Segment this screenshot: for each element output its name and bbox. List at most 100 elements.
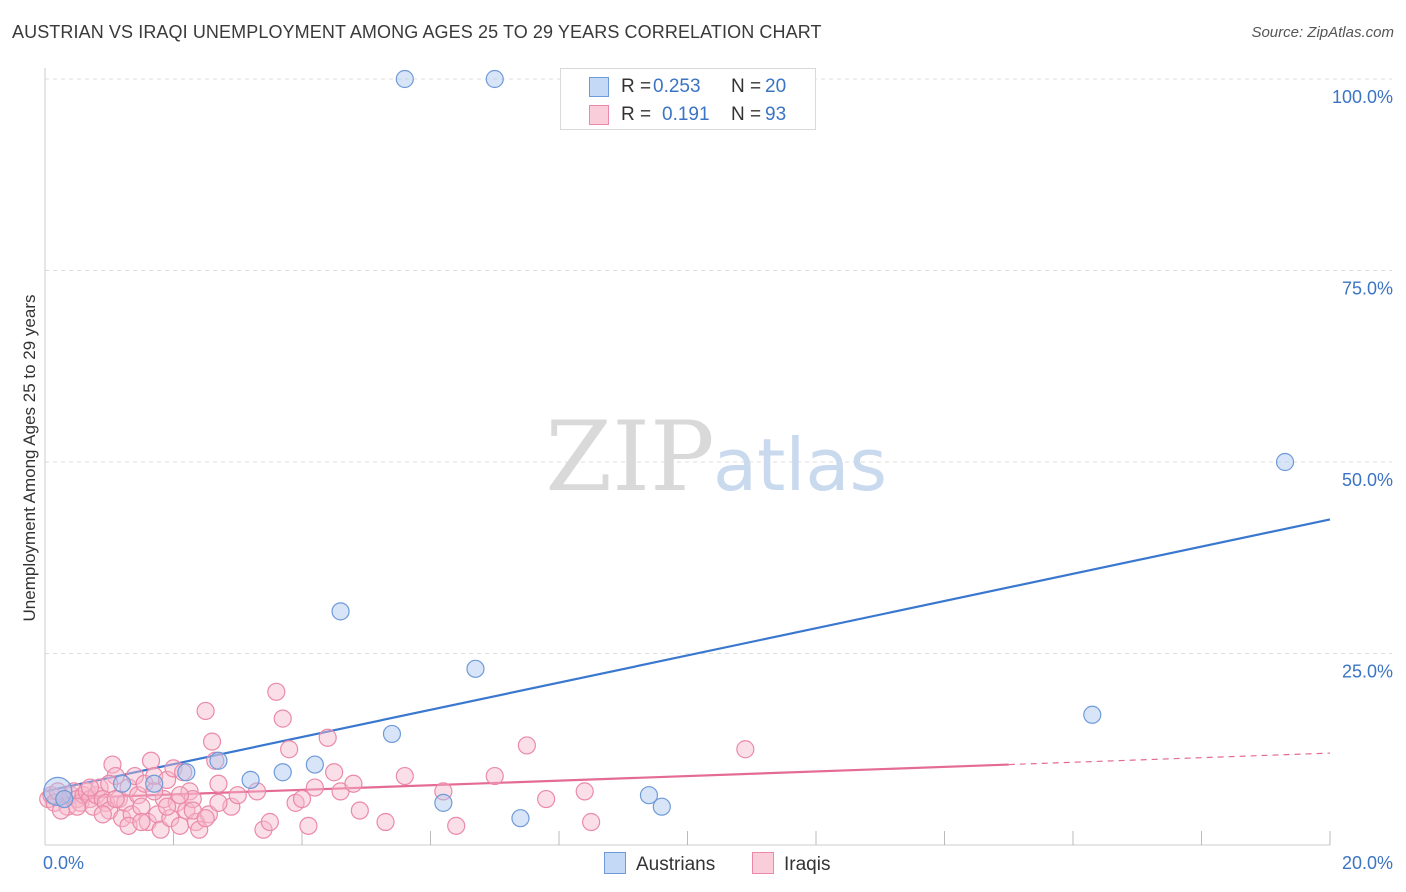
y-axis-label: Unemployment Among Ages 25 to 29 years xyxy=(20,295,39,622)
iraqi-point xyxy=(157,797,177,816)
austrians-swatch xyxy=(604,852,626,874)
iraqi-point xyxy=(135,774,154,793)
iraqi-point xyxy=(145,782,164,801)
austrian-point xyxy=(305,755,324,774)
iraqi-point xyxy=(161,809,180,828)
n-label: N = xyxy=(731,104,762,125)
iraqis-swatch xyxy=(589,105,609,125)
tick-labels: 100.0% 75.0% 50.0% 25.0% 0.0% 20.0% xyxy=(43,87,1393,873)
legend-item-austrians[interactable]: Austrians xyxy=(604,852,715,876)
legend-item-iraqis[interactable]: Iraqis xyxy=(752,852,830,876)
source-label: Source: ZipAtlas.com xyxy=(1251,24,1394,41)
iraqi-point xyxy=(106,789,125,809)
chart-title: AUSTRIAN VS IRAQI UNEMPLOYMENT AMONG AGE… xyxy=(12,22,822,42)
iraqi-point xyxy=(305,778,324,797)
iraqi-point xyxy=(196,701,215,721)
iraqi-point xyxy=(395,766,414,786)
axes xyxy=(44,68,1331,846)
watermark: ZIP atlas xyxy=(545,401,887,513)
iraqi-point xyxy=(122,805,141,824)
austrian-point xyxy=(395,69,414,89)
iraqi-point xyxy=(100,774,119,793)
austrian-point xyxy=(466,659,485,678)
legend-row-austrians: R = 0.253 N = 20 xyxy=(561,73,815,101)
iraqi-point xyxy=(103,755,122,774)
austrian-point xyxy=(639,786,659,805)
n-label: N = xyxy=(731,76,762,97)
iraqi-point xyxy=(80,778,100,797)
austrian-point xyxy=(241,770,260,789)
series-legend: Austrians Iraqis xyxy=(0,852,1406,878)
austrian-point xyxy=(177,763,196,782)
iraqi-point xyxy=(93,805,112,824)
iraqi-point xyxy=(209,793,228,812)
austrians-swatch xyxy=(589,77,609,97)
n-value: 93 xyxy=(765,104,787,125)
iraqi-point xyxy=(196,809,215,828)
iraqi-point xyxy=(736,740,755,759)
iraqi-point xyxy=(90,778,109,797)
iraqi-point xyxy=(575,782,594,801)
legend-label-iraqis: Iraqis xyxy=(784,854,831,875)
x-tick-label: 20.0% xyxy=(1342,853,1393,873)
y-tick-label: 50.0% xyxy=(1342,470,1393,490)
iraqi-point xyxy=(267,682,286,701)
austrian-point xyxy=(273,763,292,782)
iraqis-trend-line xyxy=(44,763,1009,801)
y-tick-label: 75.0% xyxy=(1342,279,1393,299)
gridlines xyxy=(45,78,1392,654)
iraqi-point xyxy=(376,812,395,832)
austrian-point xyxy=(511,809,530,828)
iraqi-point xyxy=(228,786,247,805)
iraqi-point xyxy=(537,789,556,809)
iraqi-point xyxy=(292,789,312,809)
austrian-point xyxy=(145,774,164,793)
austrian-point xyxy=(485,69,504,89)
iraqi-point xyxy=(485,766,504,786)
r-value: 0.191 xyxy=(662,104,710,125)
y-tick-label: 25.0% xyxy=(1342,662,1393,682)
y-tick-label: 100.0% xyxy=(1332,87,1393,107)
n-value: 20 xyxy=(765,76,787,97)
iraqi-point xyxy=(170,786,190,805)
iraqi-point xyxy=(132,812,151,832)
iraqi-point xyxy=(132,797,151,816)
austrian-point xyxy=(331,602,350,621)
iraqi-point xyxy=(273,709,292,728)
iraqi-point xyxy=(202,732,222,751)
iraqi-point xyxy=(350,801,369,820)
austrian-point xyxy=(434,793,453,812)
austrian-point xyxy=(1083,705,1102,724)
austrian-point xyxy=(209,751,228,770)
iraqi-point xyxy=(517,736,536,755)
austrian-point xyxy=(112,774,132,793)
r-label: R = xyxy=(621,104,652,125)
legend-label-austrians: Austrians xyxy=(636,854,716,875)
iraqi-point xyxy=(325,763,344,782)
legend-row-iraqis: R = 0.191 N = 93 xyxy=(561,101,815,129)
austrian-point xyxy=(55,789,74,809)
iraqi-point xyxy=(260,812,279,832)
austrian-point xyxy=(382,724,402,744)
x-tick-label: 0.0% xyxy=(43,853,84,873)
iraqi-point xyxy=(344,774,363,793)
trend-lines xyxy=(44,518,1331,801)
watermark-atlas: atlas xyxy=(713,423,887,507)
r-label: R = xyxy=(621,76,652,97)
austrians-trend-line xyxy=(44,518,1331,793)
iraqi-point xyxy=(141,751,161,770)
correlation-legend: R = 0.253 N = 20 R = 0.191 N = 93 xyxy=(560,68,816,130)
iraqi-point xyxy=(318,728,337,747)
iraqi-point xyxy=(299,816,318,835)
iraqi-point xyxy=(170,816,190,835)
data-points xyxy=(39,69,1295,839)
iraqi-point xyxy=(247,782,267,801)
iraqis-swatch xyxy=(752,852,774,874)
iraqis-trend-extension xyxy=(1008,752,1331,766)
iraqi-point xyxy=(280,740,299,759)
iraqi-point xyxy=(190,820,209,839)
austrian-point xyxy=(652,797,671,816)
watermark-zip: ZIP xyxy=(545,401,714,513)
r-value: 0.253 xyxy=(653,76,701,97)
